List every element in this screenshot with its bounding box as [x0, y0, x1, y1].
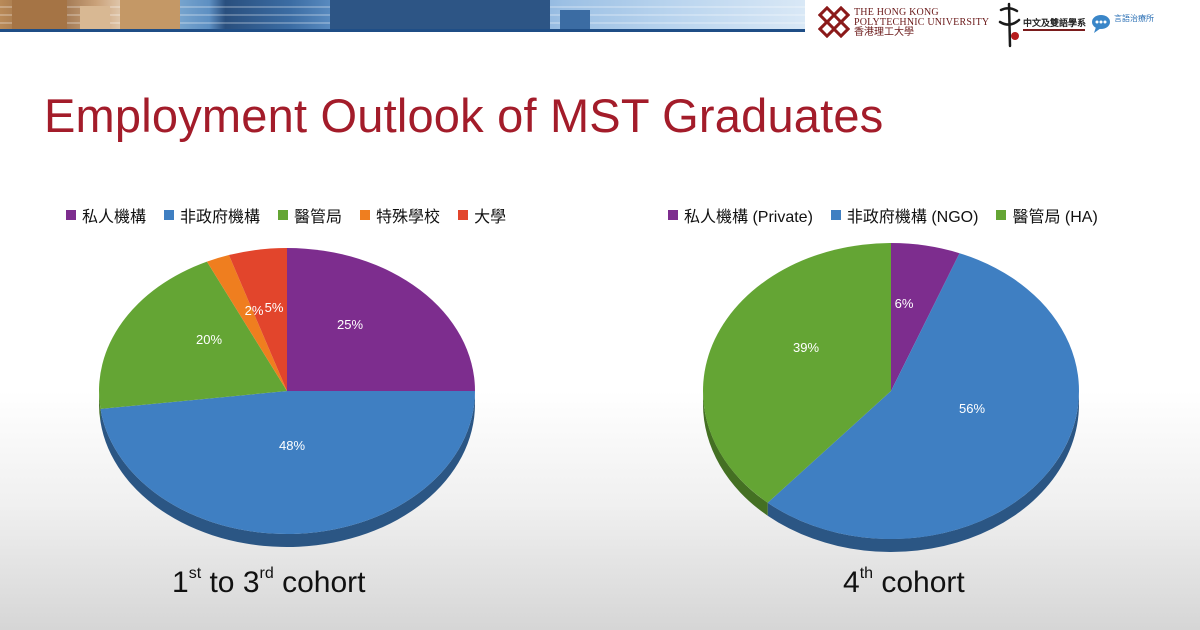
- legend-item: 私人機構 (Private): [668, 203, 813, 227]
- legend-item: 醫管局: [278, 203, 342, 227]
- legend-swatch: [164, 210, 175, 220]
- legend-cohort-1-3: 私人機構 非政府機構 醫管局 特殊學校 大學: [66, 203, 524, 227]
- caption-rest-4: cohort: [873, 566, 965, 599]
- pie-data-label: 39%: [793, 340, 819, 355]
- pie-slice: [228, 248, 287, 391]
- department-logo: 中文及雙語學系: [995, 2, 1090, 50]
- legend-swatch: [668, 210, 678, 220]
- caption-ordinal-1: 1: [172, 566, 189, 599]
- caption-cohort-1-3: 1st to 3rd cohort: [172, 566, 365, 600]
- pie-slice: [767, 253, 1080, 540]
- legend-item: 特殊學校: [360, 203, 440, 227]
- legend-swatch: [458, 210, 469, 220]
- slide-title: Employment Outlook of MST Graduates: [44, 89, 884, 142]
- legend-item: 私人機構: [66, 203, 146, 227]
- pie-slice: [891, 243, 960, 391]
- legend-label: 非政府機構: [180, 209, 261, 226]
- pie-data-label: 2%: [245, 303, 264, 318]
- legend-swatch: [996, 210, 1007, 220]
- pie-data-label: 25%: [337, 317, 363, 332]
- caption-mid: to 3: [201, 566, 260, 599]
- legend-label: 大學: [474, 209, 507, 226]
- pie-data-label: 6%: [895, 296, 914, 311]
- legend-swatch: [360, 210, 371, 220]
- caption-sup-rd: rd: [259, 565, 274, 582]
- pie-chart-0: [99, 248, 476, 547]
- polyu-line3: 香港理工大學: [854, 27, 914, 38]
- pie-chart-1: [703, 243, 1080, 552]
- legend-label: 特殊學校: [376, 209, 441, 226]
- legend-label: 醫管局 (HA): [1012, 209, 1098, 226]
- department-underline: [1023, 29, 1085, 31]
- calligraphy-mark-icon: [998, 2, 1021, 48]
- polyu-emblem-icon: [818, 6, 850, 38]
- speech-therapy-unit-name: 言語治療所: [1114, 14, 1154, 23]
- campus-photo-strip: [0, 0, 805, 30]
- pie-slice-side: [703, 391, 768, 516]
- polyu-line2: POLYTECHNIC UNIVERSITY: [854, 17, 990, 28]
- legend-label: 醫管局: [294, 209, 343, 226]
- pie-slice: [703, 243, 891, 503]
- legend-item: 非政府機構: [164, 203, 260, 227]
- legend-label: 非政府機構 (NGO): [846, 209, 979, 226]
- legend-label: 私人機構: [82, 209, 147, 226]
- department-name: 中文及雙語學系: [1023, 18, 1087, 28]
- banner-underline: [0, 29, 805, 32]
- polyu-line1: THE HONG KONG: [854, 7, 939, 18]
- legend-swatch: [66, 210, 76, 220]
- speech-bubble-icon: [1092, 15, 1110, 33]
- pie-data-label: 48%: [279, 438, 305, 453]
- legend-cohort-4: 私人機構 (Private) 非政府機構 (NGO) 醫管局 (HA): [668, 203, 1116, 227]
- legend-swatch: [830, 210, 841, 220]
- pie-data-label: 5%: [265, 300, 284, 315]
- caption-sup-th: th: [859, 565, 874, 582]
- caption-ordinal-4: 4: [843, 566, 860, 599]
- pie-slice: [287, 248, 475, 391]
- legend-item: 大學: [458, 203, 506, 227]
- pie-slice-side: [99, 391, 101, 422]
- legend-item: 非政府機構 (NGO): [830, 203, 979, 227]
- polyu-wordmark: THE HONG KONG POLYTECHNIC UNIVERSITY 香港理…: [854, 8, 989, 38]
- speech-therapy-unit-logo: 言語治療所: [1090, 4, 1195, 50]
- pie-data-label: 20%: [196, 332, 222, 347]
- caption-cohort-4: 4th cohort: [843, 566, 965, 600]
- legend-item: 醫管局 (HA): [996, 203, 1098, 227]
- legend-swatch: [278, 210, 289, 220]
- pie-slice: [206, 254, 287, 391]
- pie-slice: [99, 261, 287, 409]
- pie-slice: [100, 391, 476, 534]
- caption-sup-st: st: [188, 565, 202, 582]
- header-banner: [0, 0, 1200, 32]
- pie-data-label: 56%: [959, 401, 985, 416]
- caption-rest-1: cohort: [273, 566, 366, 599]
- polyu-logo: THE HONG KONG POLYTECHNIC UNIVERSITY 香港理…: [818, 4, 990, 50]
- pie-slice-side: [767, 391, 1079, 552]
- legend-label: 私人機構 (Private): [684, 209, 813, 226]
